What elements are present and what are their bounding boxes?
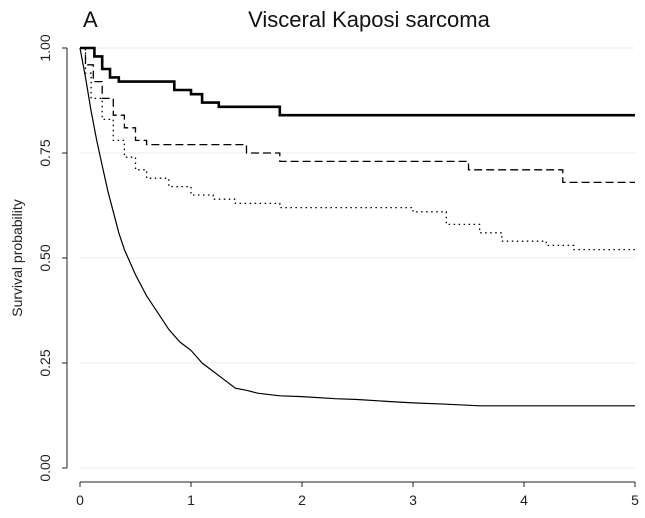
- x-tick-label-1: 1: [187, 492, 195, 508]
- y-axis-label: Survival probability: [9, 199, 25, 317]
- y-tick-label-2: 0.50: [37, 244, 53, 271]
- y-tick-label-1: 0.25: [37, 349, 53, 376]
- y-tick-label-4: 1.00: [37, 34, 53, 61]
- series-lines: [79, 46, 635, 407]
- x-tick-label-0: 0: [76, 492, 84, 508]
- grid-lines: [80, 47, 635, 469]
- series-thick-solid-line: [80, 46, 635, 117]
- x-tick-label-4: 4: [520, 492, 528, 508]
- panel-label: A: [83, 7, 98, 32]
- axes: 0.00 0.25 0.50 0.75 1.00 0 1 2 3 4 5: [37, 34, 639, 508]
- x-tick-label-3: 3: [409, 492, 417, 508]
- x-tick-label-5: 5: [631, 492, 639, 508]
- y-tick-label-3: 0.75: [37, 139, 53, 166]
- chart-title: Visceral Kaposi sarcoma: [248, 7, 490, 32]
- series-dotted-line: [80, 47, 635, 251]
- series-thin-solid-line: [79, 47, 635, 407]
- x-tick-label-2: 2: [298, 492, 306, 508]
- y-tick-label-0: 0.00: [37, 454, 53, 481]
